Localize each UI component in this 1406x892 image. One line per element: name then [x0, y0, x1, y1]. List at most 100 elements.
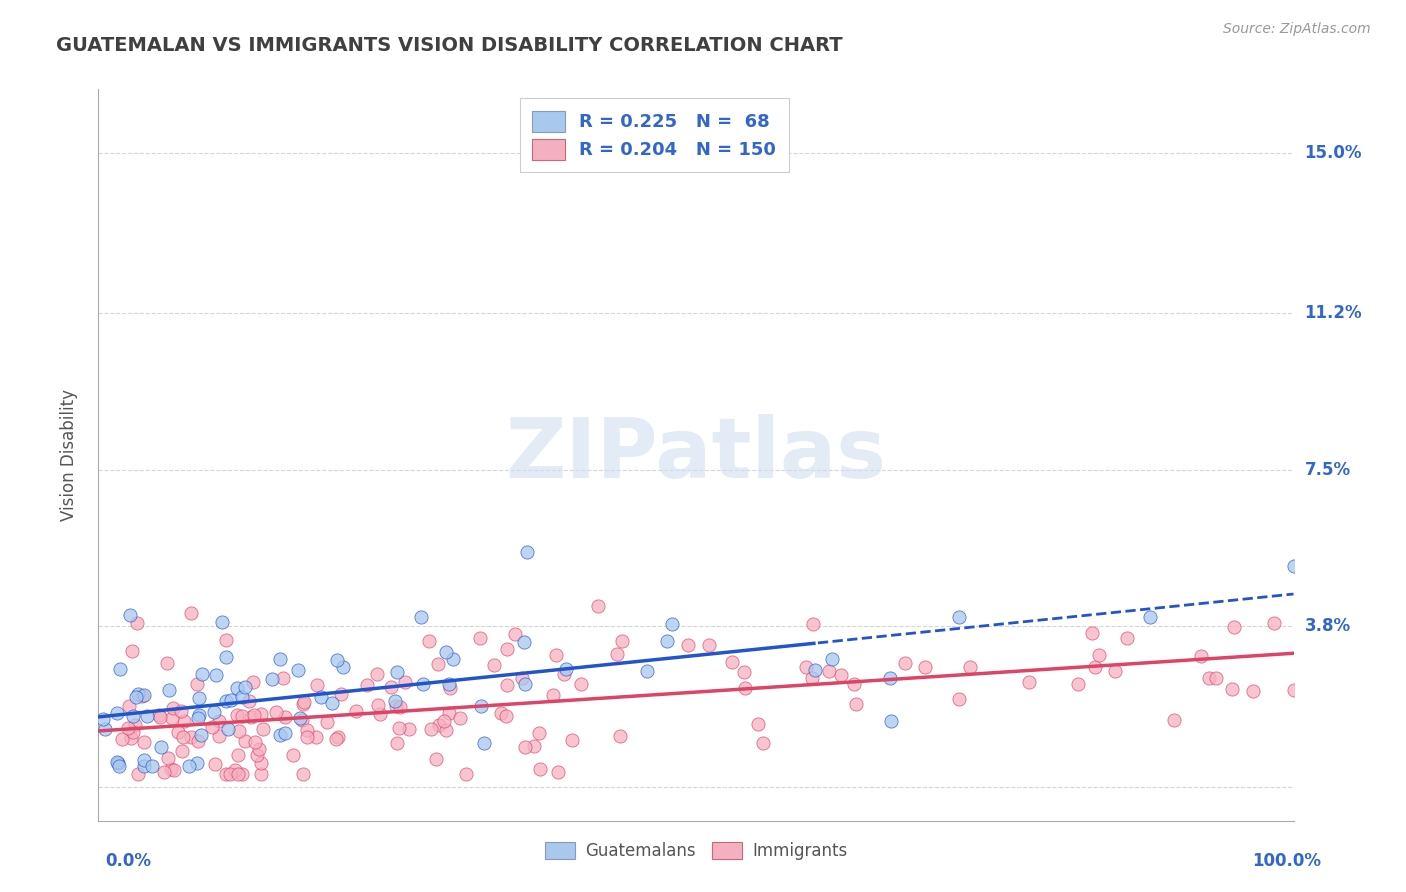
Point — [269, 651, 291, 665]
Point — [426, 657, 449, 671]
Text: 3.8%: 3.8% — [1305, 617, 1351, 635]
Point — [172, 731, 194, 745]
Point — [804, 663, 827, 677]
Point — [1223, 620, 1246, 634]
Point — [1116, 631, 1139, 645]
Point — [201, 720, 224, 734]
Point — [605, 647, 627, 661]
Point — [118, 608, 141, 623]
Point — [661, 617, 683, 632]
Point — [1263, 616, 1285, 631]
Point — [569, 677, 592, 691]
Point — [262, 672, 284, 686]
Point — [1220, 681, 1243, 696]
Point — [894, 656, 917, 670]
Point — [367, 698, 389, 712]
Point — [609, 729, 631, 743]
Point — [120, 731, 142, 745]
Point — [1139, 610, 1161, 624]
Point — [287, 663, 309, 677]
Point — [252, 722, 274, 736]
Point — [441, 651, 464, 665]
Point — [122, 709, 145, 723]
Point — [529, 762, 551, 776]
Point — [495, 708, 517, 723]
Point — [273, 726, 295, 740]
Point — [295, 723, 318, 737]
Point — [801, 671, 824, 685]
Point — [231, 690, 253, 704]
Point — [522, 739, 544, 753]
Point — [204, 756, 226, 771]
Point — [326, 731, 349, 745]
Point — [156, 656, 179, 670]
Point — [433, 714, 456, 729]
Point — [368, 706, 391, 721]
Point — [148, 707, 170, 722]
Point — [127, 767, 149, 781]
Point — [818, 664, 841, 678]
Point — [132, 752, 155, 766]
Point — [547, 764, 569, 779]
Point — [472, 736, 495, 750]
Point — [108, 662, 131, 676]
Text: Source: ZipAtlas.com: Source: ZipAtlas.com — [1223, 22, 1371, 37]
Point — [1067, 676, 1090, 690]
Point — [516, 545, 538, 559]
Point — [434, 645, 457, 659]
Point — [173, 714, 195, 729]
Point — [127, 687, 149, 701]
Point — [266, 705, 288, 719]
Point — [366, 667, 388, 681]
Point — [124, 718, 146, 732]
Point — [495, 642, 517, 657]
Point — [157, 751, 180, 765]
Point — [1189, 649, 1212, 664]
Point — [135, 708, 157, 723]
Point — [132, 758, 155, 772]
Point — [470, 698, 492, 713]
Point — [149, 740, 172, 755]
Point — [879, 671, 901, 685]
Point — [541, 688, 564, 702]
Point — [752, 736, 775, 750]
Point — [496, 678, 519, 692]
Point — [93, 712, 115, 726]
Point — [1084, 659, 1107, 673]
Point — [515, 677, 537, 691]
Point — [553, 667, 575, 681]
Point — [160, 762, 183, 776]
Point — [1205, 671, 1227, 685]
Point — [321, 696, 343, 710]
Point — [281, 748, 304, 763]
Point — [93, 722, 115, 736]
Text: 100.0%: 100.0% — [1253, 852, 1322, 870]
Point — [105, 706, 128, 721]
Point — [489, 706, 512, 721]
Point — [948, 610, 970, 624]
Point — [226, 708, 249, 723]
Point — [420, 722, 443, 736]
Point — [1198, 671, 1220, 685]
Point — [228, 723, 250, 738]
Point — [439, 681, 461, 696]
Point — [914, 660, 936, 674]
Point — [125, 616, 148, 631]
Point — [219, 693, 242, 707]
Point — [325, 653, 347, 667]
Point — [734, 681, 756, 695]
Point — [820, 652, 842, 666]
Point — [418, 634, 440, 648]
Point — [439, 706, 461, 721]
Point — [427, 718, 450, 732]
Y-axis label: Vision Disability: Vision Disability — [59, 389, 77, 521]
Point — [305, 678, 328, 692]
Point — [678, 638, 700, 652]
Point — [425, 752, 447, 766]
Point — [271, 671, 294, 685]
Point — [186, 677, 208, 691]
Point — [845, 697, 868, 711]
Point — [180, 606, 202, 620]
Point — [231, 709, 253, 723]
Point — [190, 666, 212, 681]
